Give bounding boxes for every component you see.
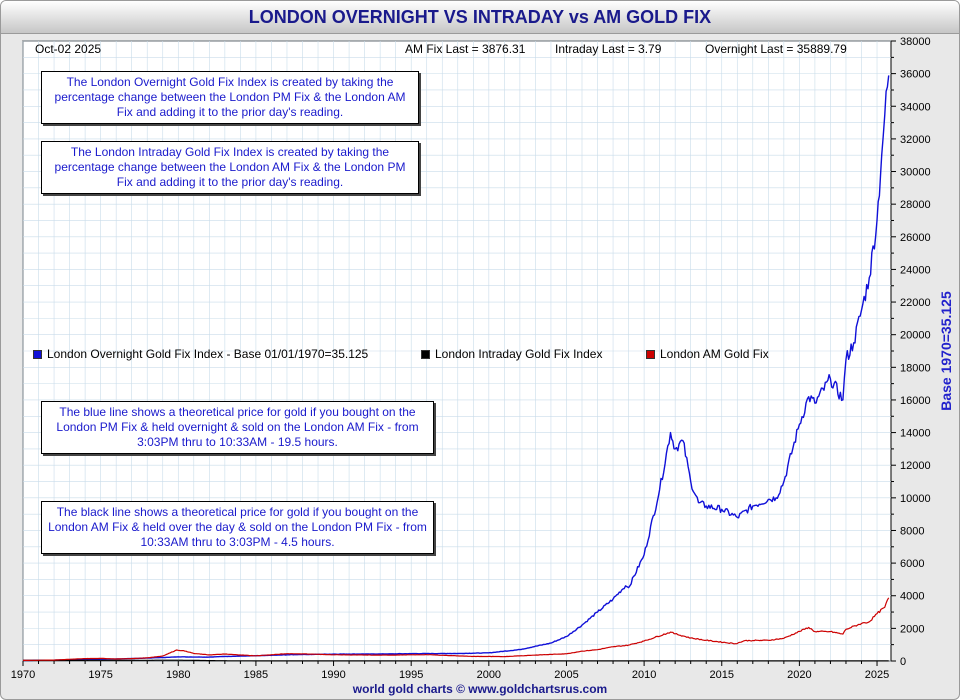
legend-label-am-fix: London AM Gold Fix: [660, 347, 769, 361]
y-tick-label: 30000: [900, 167, 931, 179]
y-tick-label: 34000: [900, 101, 931, 113]
x-tick-label: 1995: [399, 669, 423, 681]
x-tick-label: 2015: [710, 669, 734, 681]
legend-item-intraday: London Intraday Gold Fix Index: [421, 347, 602, 361]
y-tick-label: 26000: [900, 232, 931, 244]
intraday-last: Intraday Last = 3.79: [555, 42, 662, 56]
y-tick-label: 38000: [900, 36, 931, 48]
x-tick-label: 2010: [632, 669, 656, 681]
legend-swatch-intraday: [421, 350, 430, 359]
series-line-intraday: [23, 659, 889, 662]
x-tick-label: 1970: [11, 669, 35, 681]
x-tick-label: 1975: [88, 669, 112, 681]
y-tick-label: 8000: [900, 525, 924, 537]
y-tick-label: 22000: [900, 297, 931, 309]
note-overnight-definition: The London Overnight Gold Fix Index is c…: [41, 71, 419, 124]
y-tick-label: 16000: [900, 395, 931, 407]
footer-credit: world gold charts © www.goldchartsrus.co…: [352, 682, 608, 696]
note-black-line: The black line shows a theoretical price…: [41, 501, 434, 554]
y-tick-label: 32000: [900, 134, 931, 146]
legend-swatch-overnight: [33, 350, 42, 359]
x-tick-label: 1990: [321, 669, 345, 681]
x-tick-label: 2020: [787, 669, 811, 681]
x-tick-label: 2000: [477, 669, 501, 681]
y-tick-label: 14000: [900, 428, 931, 440]
title-bar: LONDON OVERNIGHT VS INTRADAY vs AM GOLD …: [1, 1, 959, 34]
series-line-overnight: [23, 75, 890, 662]
y-tick-label: 36000: [900, 69, 931, 81]
y-tick-label: 24000: [900, 264, 931, 276]
note-intraday-definition: The London Intraday Gold Fix Index is cr…: [41, 141, 419, 194]
note-blue-line: The blue line shows a theoretical price …: [41, 401, 434, 454]
series-line-am-fix: [23, 597, 890, 661]
x-tick-label: 1980: [166, 669, 190, 681]
y-tick-label: 10000: [900, 493, 931, 505]
legend-swatch-am-fix: [646, 350, 655, 359]
date-label: Oct-02 2025: [35, 42, 102, 56]
overnight-last: Overnight Last = 35889.79: [705, 42, 847, 56]
y-tick-label: 18000: [900, 362, 931, 374]
y-tick-label: 12000: [900, 460, 931, 472]
y-tick-label: 20000: [900, 330, 931, 342]
y-tick-label: 2000: [900, 623, 924, 635]
x-tick-label: 2005: [554, 669, 578, 681]
y-axis-label: Base 1970=35.125: [938, 291, 954, 411]
y-tick-label: 6000: [900, 558, 924, 570]
x-tick-label: 1985: [244, 669, 268, 681]
legend-item-am-fix: London AM Gold Fix: [646, 347, 769, 361]
chart-title: LONDON OVERNIGHT VS INTRADAY vs AM GOLD …: [248, 7, 712, 27]
y-tick-label: 4000: [900, 591, 924, 603]
am-fix-last: AM Fix Last = 3876.31: [405, 42, 526, 56]
legend-label-overnight: London Overnight Gold Fix Index - Base 0…: [47, 347, 369, 361]
legend-label-intraday: London Intraday Gold Fix Index: [435, 347, 603, 361]
y-tick-label: 28000: [900, 199, 931, 211]
y-tick-label: 0: [900, 656, 906, 668]
legend-item-overnight: London Overnight Gold Fix Index - Base 0…: [33, 347, 368, 361]
x-tick-label: 2025: [865, 669, 889, 681]
